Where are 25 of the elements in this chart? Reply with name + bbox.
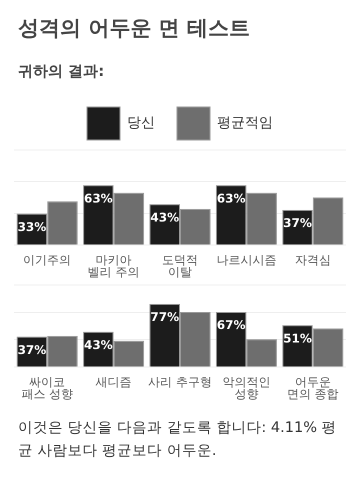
data-label: 51% <box>283 331 312 346</box>
data-label: 67% <box>216 318 246 332</box>
x-tick-label: 도덕적 이탈 <box>162 253 198 280</box>
x-tick-label: 어두운 면의 종합 <box>286 375 339 402</box>
x-tick-label: 새디즘 <box>96 375 132 390</box>
data-label: 63% <box>216 191 246 206</box>
chart-subtitle: 귀하의 결과: <box>17 61 106 81</box>
x-tick-label: 이기주의 <box>23 253 72 268</box>
data-label: 33% <box>18 220 46 234</box>
data-label: 37% <box>18 342 46 357</box>
data-label: 43% <box>150 210 180 224</box>
x-tick-label: 사리 추구형 <box>148 375 212 390</box>
x-tick-label: 악의적인 성향 <box>222 375 270 402</box>
text: 이것은 당신을 다음과 같도록 합니다: 4.11% 평균 사람보다 평균보다 어두운. <box>17 419 338 462</box>
legend-label: 평균적임 <box>217 115 273 132</box>
x-tick-label: 마키아 벨리 주의 <box>88 253 140 280</box>
x-tick-label: 나르시시즘 <box>216 253 276 268</box>
chart-title: 성격의 어두운 면 테스트 <box>17 15 251 42</box>
x-tick-label: 자격심 <box>294 253 331 268</box>
data-label: 43% <box>84 338 113 352</box>
data-label: 63% <box>84 191 113 206</box>
x-tick-label: 싸이코 패스 성향 <box>21 375 74 402</box>
data-label: 77% <box>150 310 180 324</box>
legend-label: 당신 <box>127 115 155 132</box>
data-label: 37% <box>283 216 312 230</box>
